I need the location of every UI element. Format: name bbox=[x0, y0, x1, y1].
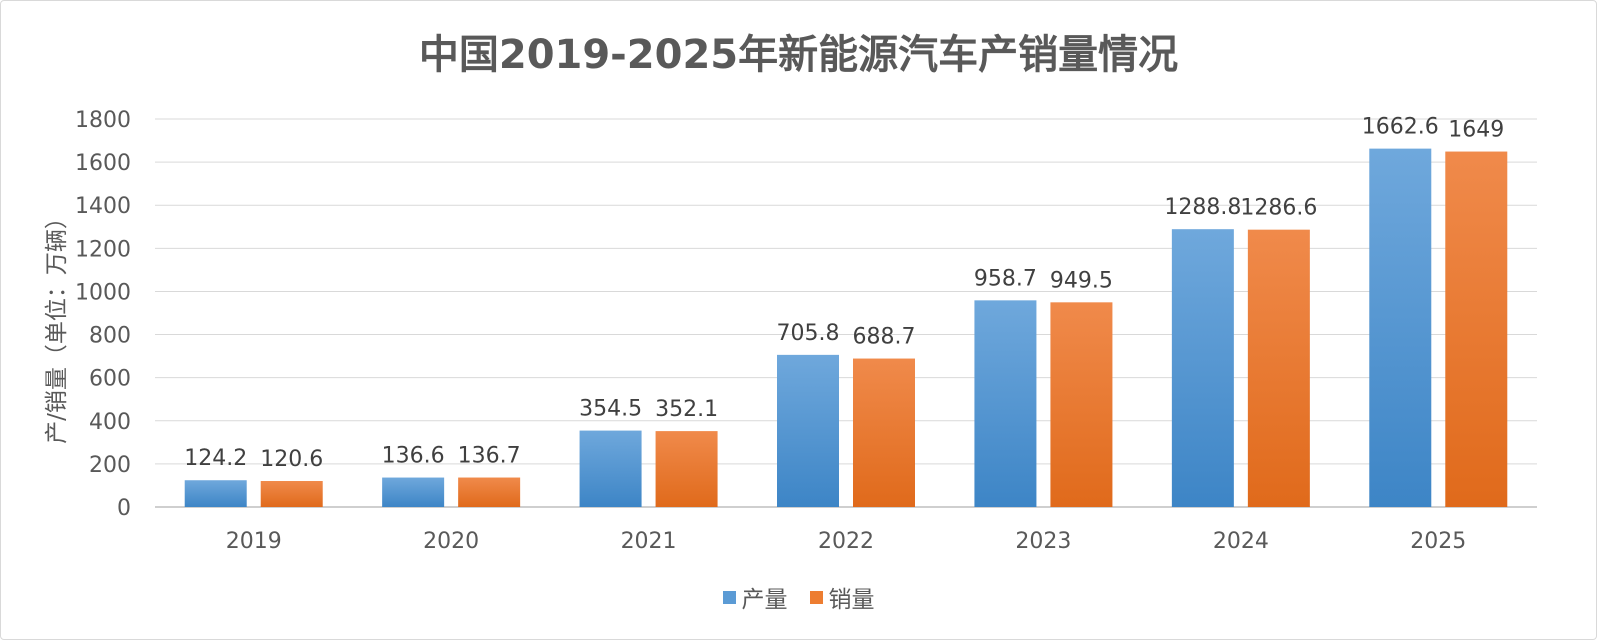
bar-production bbox=[184, 480, 247, 507]
data-label-production: 1288.8 bbox=[1164, 195, 1241, 220]
legend-item-production: 产量 bbox=[722, 580, 788, 614]
bar-sales bbox=[853, 358, 915, 507]
bar-production bbox=[777, 354, 839, 507]
y-tick-label: 1000 bbox=[75, 280, 131, 305]
x-tick-label: 2025 bbox=[1410, 529, 1466, 554]
y-tick-label: 200 bbox=[89, 453, 131, 478]
bar-sales bbox=[1050, 302, 1113, 507]
data-label-production: 354.5 bbox=[579, 397, 642, 422]
legend-label-production: 产量 bbox=[741, 587, 788, 613]
data-label-sales: 352.1 bbox=[655, 397, 718, 422]
bar-production bbox=[1171, 229, 1234, 507]
data-label-sales: 136.7 bbox=[458, 444, 521, 469]
y-tick-label: 1400 bbox=[75, 194, 131, 219]
y-tick-label: 0 bbox=[117, 496, 131, 521]
bar-sales bbox=[260, 481, 323, 507]
legend-swatch-sales bbox=[809, 590, 823, 604]
bars bbox=[184, 148, 1508, 507]
y-tick-label: 600 bbox=[89, 367, 131, 392]
y-tick-label: 1600 bbox=[75, 151, 131, 176]
bar-production bbox=[579, 430, 642, 507]
data-label-sales: 1649 bbox=[1448, 118, 1504, 143]
legend-item-sales: 销量 bbox=[809, 580, 875, 614]
x-tick-labels: 2019 2020 2021 2022 2023 2024 2025 bbox=[226, 529, 1467, 554]
legend: 产量 销量 bbox=[0, 580, 1597, 614]
bar-production bbox=[974, 300, 1037, 507]
bar-sales bbox=[1247, 229, 1310, 507]
x-tick-label: 2024 bbox=[1213, 529, 1269, 554]
gridlines bbox=[155, 118, 1537, 508]
bar-sales bbox=[655, 431, 718, 507]
data-label-production: 958.7 bbox=[974, 266, 1037, 291]
x-tick-label: 2020 bbox=[423, 529, 479, 554]
data-labels: 124.2 120.6 136.6 136.7 354.5 352.1 705.8 688.7… bbox=[184, 115, 1504, 472]
data-label-production: 705.8 bbox=[777, 321, 840, 346]
bar-sales bbox=[458, 477, 521, 507]
y-tick-labels: 0 200 400 600 800 1000 1200 1400 1600 1800 bbox=[75, 108, 131, 521]
bar-sales bbox=[1445, 151, 1508, 507]
bar-production bbox=[1369, 148, 1432, 507]
x-tick-label: 2021 bbox=[621, 529, 677, 554]
data-label-sales: 949.5 bbox=[1050, 268, 1113, 293]
data-label-sales: 688.7 bbox=[853, 325, 916, 350]
data-label-sales: 120.6 bbox=[260, 447, 323, 472]
data-label-production: 124.2 bbox=[184, 446, 247, 471]
data-label-sales: 1286.6 bbox=[1240, 196, 1317, 221]
x-tick-label: 2022 bbox=[818, 529, 874, 554]
chart-title: 中国2019-2025年新能源汽车产销量情况 bbox=[418, 32, 1179, 78]
bar-production bbox=[382, 477, 445, 507]
legend-swatch-production bbox=[722, 590, 736, 604]
y-tick-label: 400 bbox=[89, 410, 131, 435]
y-tick-label: 1800 bbox=[75, 108, 131, 133]
data-label-production: 1662.6 bbox=[1362, 115, 1439, 140]
y-tick-label: 800 bbox=[89, 324, 131, 349]
y-tick-label: 1200 bbox=[75, 237, 131, 262]
x-tick-label: 2023 bbox=[1015, 529, 1071, 554]
data-label-production: 136.6 bbox=[382, 444, 445, 469]
legend-label-sales: 销量 bbox=[828, 587, 875, 613]
x-tick-label: 2019 bbox=[226, 529, 282, 554]
